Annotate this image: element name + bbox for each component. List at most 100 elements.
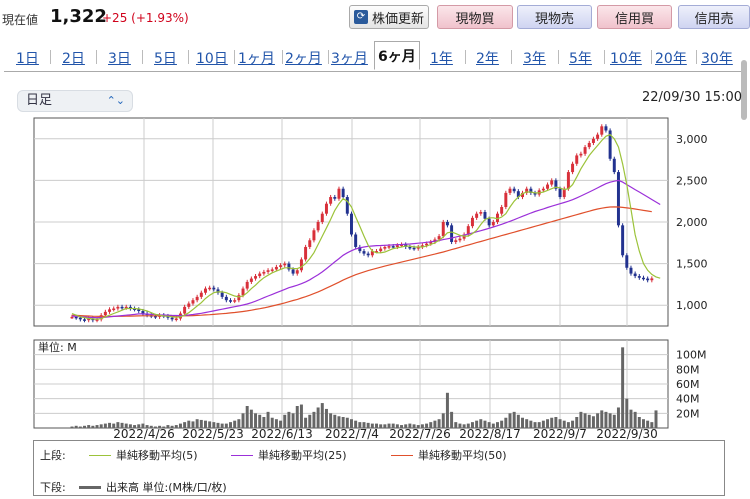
volume-bar: [87, 425, 91, 428]
spot-buy-button[interactable]: 現物買: [437, 5, 513, 29]
candle-body: [224, 296, 228, 301]
tab-6m[interactable]: 6ヶ月: [374, 41, 420, 70]
volume-bar: [496, 422, 499, 428]
volume-bar: [70, 426, 74, 428]
tab-30y[interactable]: 30年: [701, 51, 733, 67]
candle-body: [299, 259, 303, 271]
volume-bar: [600, 410, 604, 428]
scrollbar-thumb[interactable]: [741, 60, 747, 120]
volume-bar: [83, 425, 86, 428]
candle-body: [408, 246, 412, 249]
candle-body: [445, 222, 449, 226]
spot-sell-button[interactable]: 現物売: [517, 5, 592, 29]
volume-bar: [596, 413, 600, 428]
volume-bar: [308, 414, 312, 428]
candle-body: [108, 309, 112, 312]
tab-1y[interactable]: 1年: [430, 51, 453, 67]
candle-body: [287, 263, 291, 270]
candle-body: [425, 243, 429, 246]
tab-1m[interactable]: 1ヶ月: [238, 51, 275, 67]
tab-3d[interactable]: 3日: [108, 51, 131, 67]
candle-body: [395, 245, 399, 247]
volume-bar: [128, 424, 132, 428]
volume-bar: [441, 413, 445, 428]
refresh-button[interactable]: ⟳ 株価更新: [349, 5, 429, 29]
tab-1d[interactable]: 1日: [16, 51, 39, 67]
tab-10d[interactable]: 10日: [196, 51, 228, 67]
tab-5y[interactable]: 5年: [569, 51, 592, 67]
volume-bar: [112, 423, 116, 428]
tab-3y[interactable]: 3年: [523, 51, 546, 67]
volume-bar: [391, 423, 395, 428]
candle-body: [191, 300, 195, 304]
tab-2m[interactable]: 2ヶ月: [285, 51, 322, 67]
volume-bar: [341, 417, 345, 428]
volume-bar: [124, 423, 128, 428]
candle-body: [116, 306, 120, 309]
volume-bar: [575, 417, 579, 428]
volume-bar: [187, 420, 191, 428]
volume-bar: [237, 419, 241, 428]
price-tick-label: 3,000: [676, 133, 708, 146]
refresh-icon: ⟳: [353, 10, 368, 24]
legend-upper-label: 上段:: [40, 449, 66, 462]
tab-20y[interactable]: 20年: [655, 51, 687, 67]
volume-bar: [579, 411, 583, 428]
volume-bar: [212, 422, 216, 428]
price-chart: 3,000 2,500 2,000 1,500 1,000: [33, 117, 708, 327]
candle-body: [600, 126, 604, 135]
tab-2y[interactable]: 2年: [476, 51, 499, 67]
volume-bar: [462, 424, 466, 428]
volume-bar: [329, 413, 333, 428]
tab-5d[interactable]: 5日: [154, 51, 177, 67]
candle-body: [124, 306, 128, 309]
volume-bar: [78, 426, 82, 428]
margin-sell-button[interactable]: 信用売: [678, 5, 750, 29]
volume-bar: [191, 421, 195, 428]
volume-bar: [420, 424, 424, 428]
candle-body: [454, 240, 458, 242]
volume-bar: [491, 423, 495, 428]
candle-body: [458, 238, 462, 241]
candle-body: [270, 269, 274, 271]
volume-bar: [299, 404, 303, 428]
margin-buy-button[interactable]: 信用買: [597, 5, 672, 29]
candle-body: [366, 253, 370, 256]
volume-bar: [512, 411, 516, 428]
volume-bar: [621, 347, 625, 428]
candle-body: [496, 213, 499, 222]
candle-body: [416, 246, 420, 249]
interval-select[interactable]: 日足 ⌃⌄: [17, 90, 133, 112]
candle-body: [233, 300, 237, 302]
candle-body: [400, 244, 404, 246]
volume-bar: [550, 417, 554, 428]
volume-bar: [108, 422, 112, 428]
volume-bar: [337, 416, 341, 428]
candle-body: [137, 309, 141, 312]
candle-body: [304, 246, 308, 260]
volume-bar: [120, 422, 124, 428]
candle-body: [612, 158, 616, 173]
volume-bar: [283, 414, 287, 428]
tab-3m[interactable]: 3ヶ月: [331, 51, 368, 67]
volume-bar: [479, 419, 483, 428]
candle-body: [579, 153, 583, 156]
tab-10y[interactable]: 10年: [610, 51, 642, 67]
candle-body: [249, 278, 253, 282]
candle-body: [562, 188, 566, 198]
volume-bar: [324, 408, 328, 428]
volume-bar: [149, 425, 153, 428]
volume-bar: [566, 422, 570, 428]
volume-bar: [316, 407, 320, 428]
candle-body: [533, 192, 537, 195]
volume-swatch: [79, 485, 101, 489]
candle-body: [475, 213, 479, 218]
legend-lower-label: 下段:: [40, 481, 66, 494]
candle-body: [174, 318, 178, 321]
volume-bar: [162, 426, 166, 428]
tab-2d[interactable]: 2日: [62, 51, 85, 67]
candle-body: [412, 247, 416, 250]
candle-body: [512, 188, 516, 192]
candle-body: [245, 281, 249, 289]
candle-body: [141, 311, 145, 314]
